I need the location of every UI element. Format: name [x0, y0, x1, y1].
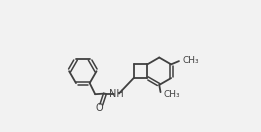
Text: CH₃: CH₃ [163, 90, 180, 99]
Text: O: O [96, 103, 104, 112]
Text: NH: NH [109, 89, 124, 99]
Text: CH₃: CH₃ [182, 56, 199, 65]
